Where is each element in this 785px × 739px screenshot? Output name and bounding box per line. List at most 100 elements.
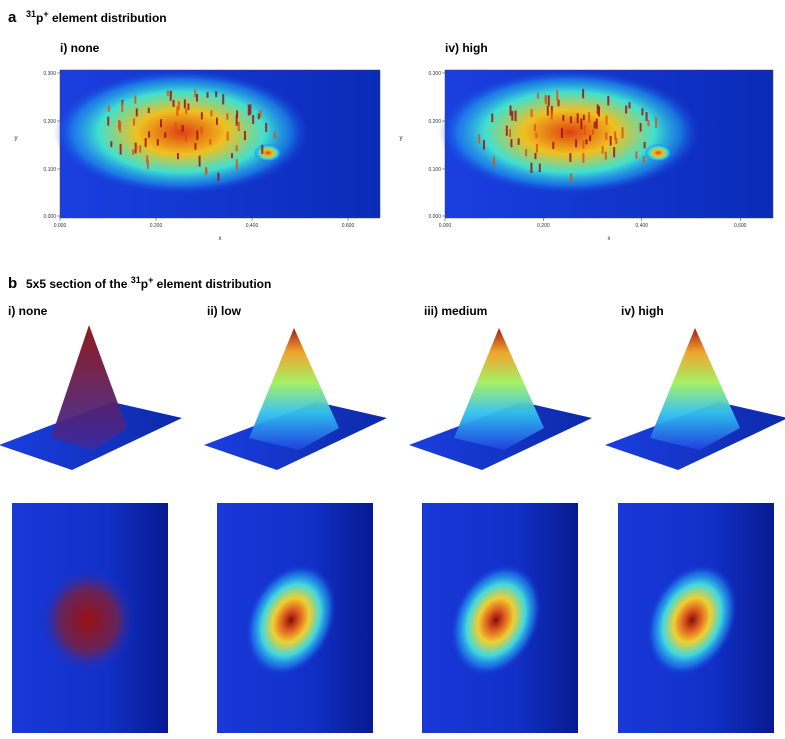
heatmap-blob bbox=[438, 70, 701, 195]
hot-pixel bbox=[601, 145, 604, 154]
hot-pixel bbox=[204, 167, 207, 174]
hot-pixel bbox=[569, 116, 572, 124]
hot-pixel bbox=[249, 104, 252, 115]
hot-pixel bbox=[645, 112, 648, 121]
hot-pixel bbox=[135, 108, 138, 117]
hot-pixel bbox=[257, 113, 260, 120]
y-tick-label: 0.200 bbox=[43, 119, 56, 125]
sections: i) none ii) low iii) medium iv) high bbox=[0, 304, 785, 733]
x-axis-label: x bbox=[219, 236, 222, 242]
hot-pixel bbox=[134, 95, 137, 104]
hot-pixel bbox=[530, 108, 533, 118]
heatmaps: i) none 0.300 0.200 0.100 0.000 0.000 0.200 0.4… bbox=[15, 41, 774, 242]
hot-pixel bbox=[604, 151, 607, 160]
hot-pixel bbox=[237, 121, 240, 132]
heatmap-hotspot bbox=[644, 143, 673, 162]
hot-pixel bbox=[107, 105, 110, 112]
x-tick-label: 0.400 bbox=[246, 223, 259, 229]
hot-pixel bbox=[226, 113, 229, 120]
x-tick-label: 0.000 bbox=[439, 223, 452, 229]
panel-title: 31p+ element distribution bbox=[26, 9, 167, 25]
hot-pixel bbox=[588, 112, 591, 123]
y-tick-label: 0.100 bbox=[428, 167, 441, 173]
hot-pixel bbox=[172, 100, 175, 108]
section-label: i) none bbox=[8, 304, 48, 318]
hot-pixel bbox=[200, 112, 203, 120]
superscript: 31 bbox=[26, 9, 36, 19]
superscript: 31 bbox=[131, 275, 141, 285]
hot-pixel bbox=[210, 110, 213, 117]
hot-pixel bbox=[655, 117, 658, 128]
title-prefix: 5x5 section of the bbox=[26, 277, 131, 291]
y-tick-label: 0.200 bbox=[428, 119, 441, 125]
y-tick-label: 0.100 bbox=[43, 167, 56, 173]
title-rest: element distribution bbox=[49, 11, 167, 25]
hot-pixel bbox=[582, 153, 585, 163]
hot-pixel bbox=[194, 89, 197, 98]
heatmap-blob bbox=[53, 70, 310, 195]
hot-pixel bbox=[235, 115, 238, 126]
hot-pixel bbox=[166, 90, 169, 96]
hot-pixel bbox=[164, 132, 167, 138]
x-tick-label: 0.000 bbox=[54, 223, 67, 229]
hot-pixel bbox=[576, 113, 579, 124]
hot-pixel bbox=[535, 143, 538, 153]
hot-pixel bbox=[641, 108, 644, 116]
hot-pixel bbox=[582, 114, 585, 121]
x-tick-label: 0.600 bbox=[734, 223, 747, 229]
hot-pixel bbox=[183, 99, 186, 109]
hot-pixel bbox=[609, 135, 612, 146]
hot-pixel bbox=[546, 105, 549, 116]
hot-pixel bbox=[181, 124, 184, 132]
hot-pixel bbox=[273, 132, 276, 139]
section-label: iv) high bbox=[621, 304, 664, 318]
section-spot bbox=[40, 568, 136, 672]
hot-pixel bbox=[589, 135, 592, 141]
hot-pixel bbox=[478, 134, 481, 144]
hot-pixel bbox=[209, 139, 212, 145]
hot-pixel bbox=[605, 132, 608, 140]
hot-pixel bbox=[569, 153, 572, 162]
hot-pixel bbox=[222, 94, 225, 105]
hot-pixel bbox=[510, 139, 513, 148]
hot-pixel bbox=[595, 118, 598, 129]
hot-pixel bbox=[215, 117, 218, 125]
hot-pixel bbox=[235, 145, 238, 152]
hot-pixel bbox=[505, 125, 508, 136]
hot-pixel bbox=[596, 104, 599, 115]
hot-pixel bbox=[570, 173, 573, 184]
hot-pixel bbox=[492, 156, 495, 167]
hot-pixel bbox=[482, 140, 485, 150]
hot-pixel bbox=[562, 115, 565, 121]
hot-pixel bbox=[217, 172, 220, 181]
hot-pixel bbox=[615, 137, 618, 144]
hot-pixel bbox=[530, 162, 533, 174]
hot-pixel bbox=[185, 108, 188, 114]
hot-pixel bbox=[206, 92, 209, 98]
y-axis-label: y bbox=[15, 136, 18, 142]
hot-pixel bbox=[107, 116, 110, 126]
hot-pixel bbox=[231, 153, 234, 159]
y-tick-label: 0.000 bbox=[428, 214, 441, 220]
hot-pixel bbox=[643, 141, 646, 149]
hot-pixel bbox=[509, 129, 512, 138]
hot-pixel bbox=[147, 107, 150, 114]
panel-letter: a bbox=[8, 9, 17, 26]
hot-pixel bbox=[583, 125, 586, 135]
hot-pixel bbox=[547, 95, 550, 107]
hot-pixel bbox=[174, 122, 177, 132]
hot-pixel bbox=[146, 160, 149, 169]
section-label: ii) low bbox=[207, 304, 242, 318]
hot-pixel bbox=[525, 148, 528, 157]
surface-peak bbox=[51, 325, 127, 450]
hot-pixel bbox=[243, 131, 246, 141]
hot-pixel bbox=[236, 110, 239, 118]
section-spot bbox=[245, 564, 337, 676]
plot-label: i) none bbox=[60, 41, 100, 55]
hot-pixel bbox=[614, 131, 617, 141]
surface-peak bbox=[650, 328, 740, 450]
hot-pixel bbox=[187, 103, 190, 111]
hot-pixel bbox=[635, 151, 638, 159]
surface-peak bbox=[249, 328, 339, 450]
